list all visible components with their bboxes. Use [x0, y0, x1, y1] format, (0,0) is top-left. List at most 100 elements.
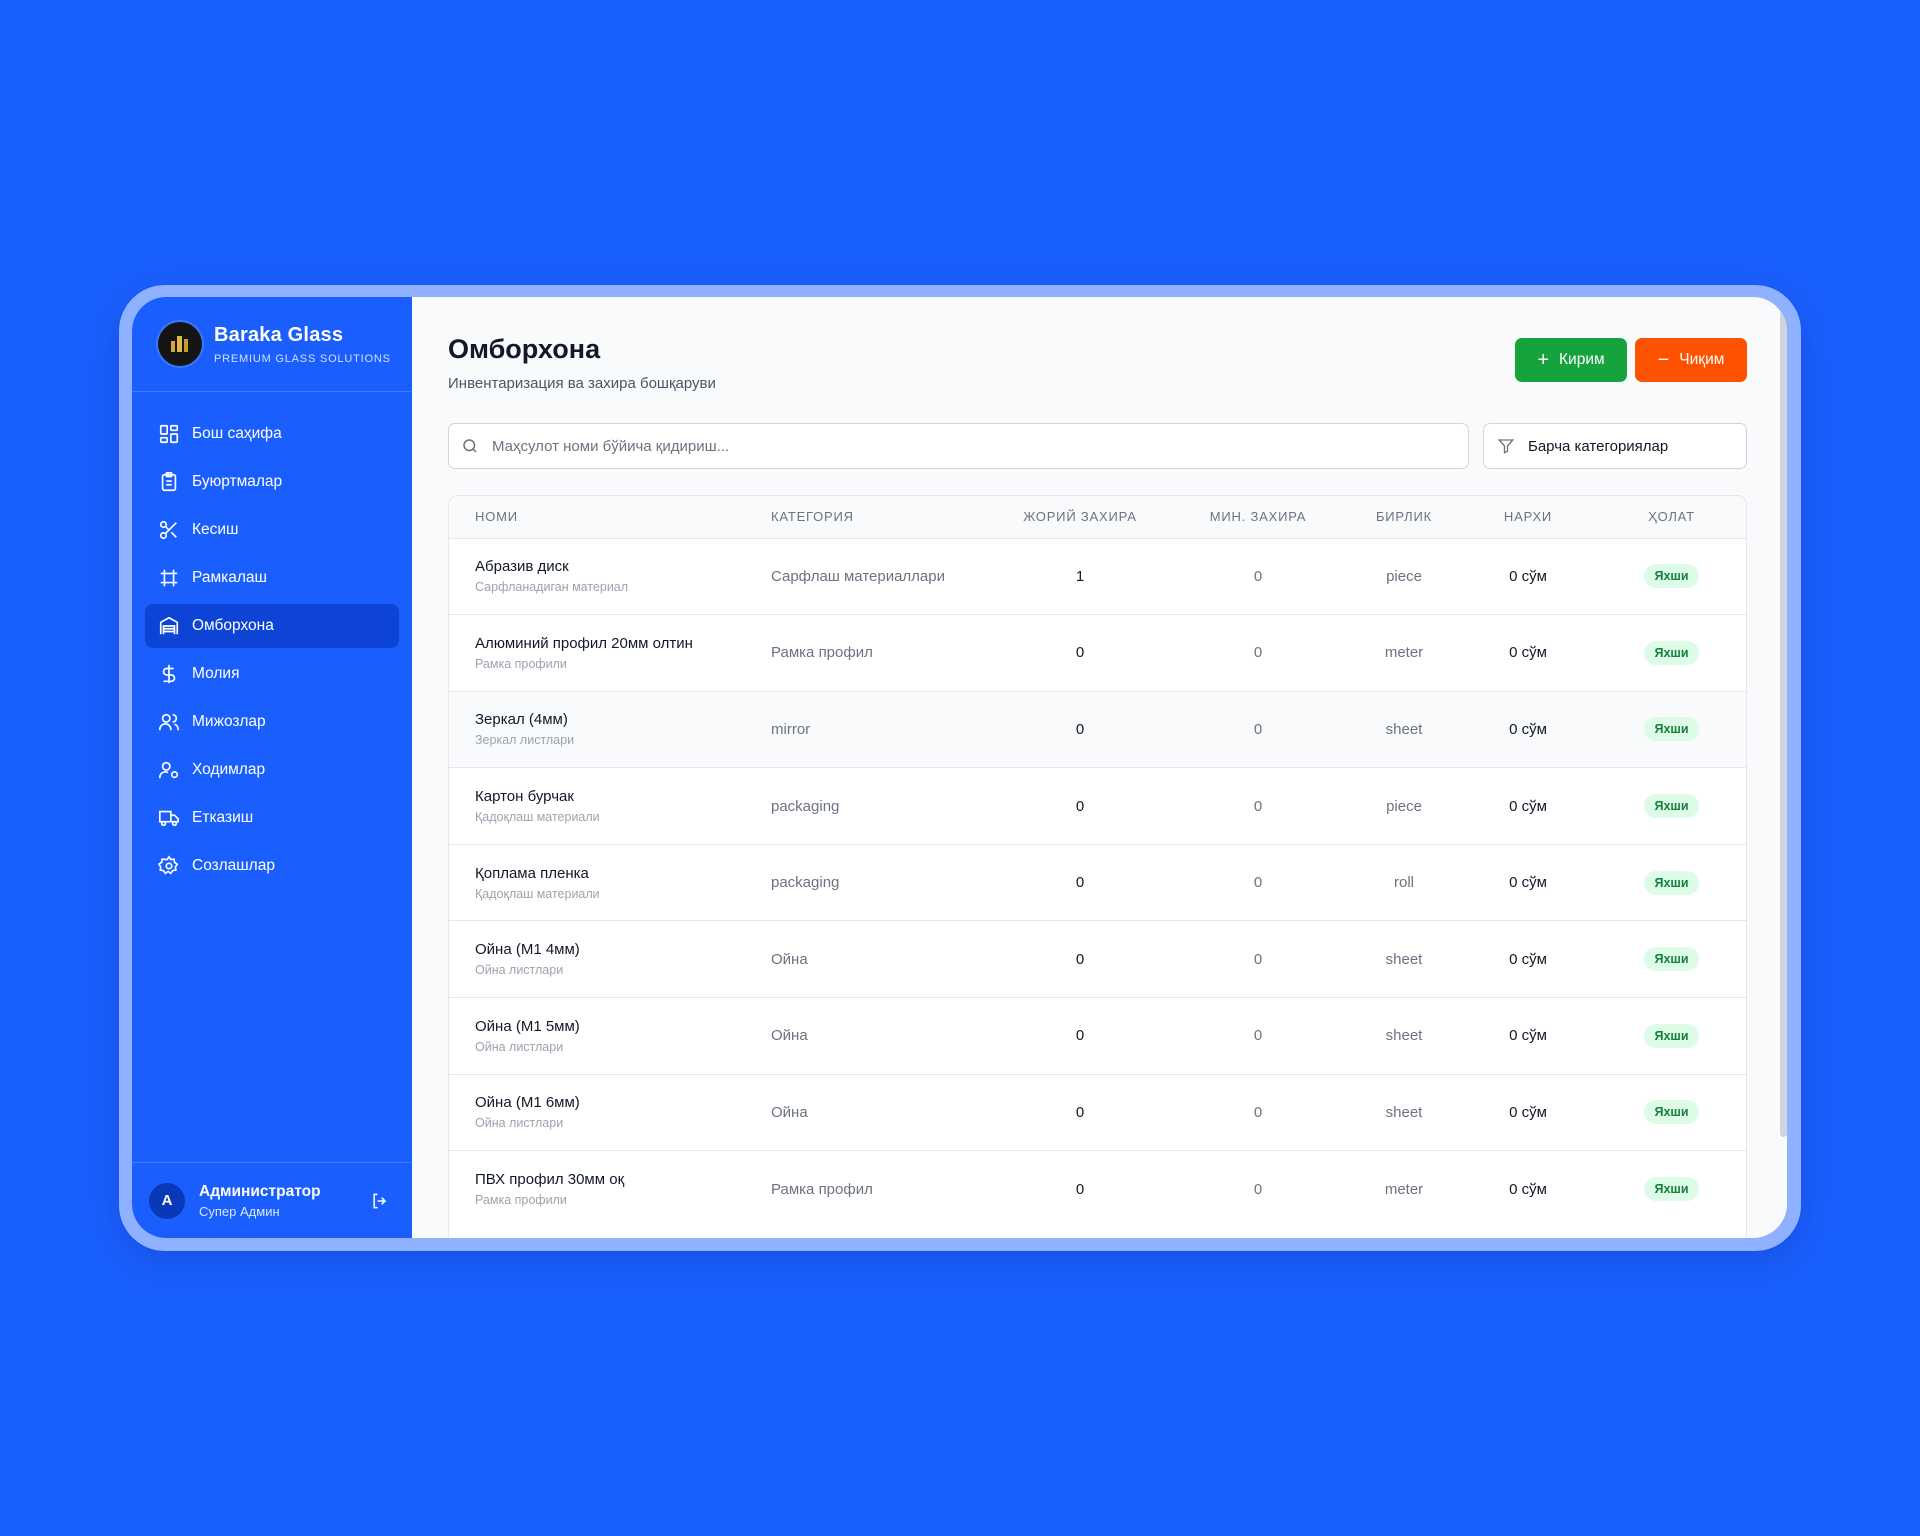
sidebar-item-settings[interactable]: Созлашлар [145, 844, 399, 888]
user-name: Администратор [199, 1182, 321, 1200]
column-header-status[interactable]: ҲОЛАТ [1648, 509, 1695, 525]
sidebar-item-employees[interactable]: Ходимлар [145, 748, 399, 792]
min-stock-cell: 0 [1253, 567, 1263, 585]
sidebar-item-cutting[interactable]: Кесиш [145, 508, 399, 552]
main-content: Омборхона Инвентаризация ва захира бошқа… [412, 297, 1787, 1238]
min-stock-cell: 0 [1253, 950, 1263, 968]
column-header-current-stock[interactable]: ЖОРИЙ ЗАХИРА [1023, 509, 1137, 525]
unit-cell: sheet [1385, 1103, 1423, 1121]
category-cell: mirror [771, 720, 811, 738]
stock-out-button[interactable]: − Чиқим [1635, 338, 1747, 382]
stock-in-label: Кирим [1559, 351, 1605, 368]
sidebar-item-warehouse[interactable]: Омборхона [145, 604, 399, 648]
category-cell: Сарфлаш материаллари [771, 567, 945, 585]
device-frame: Baraka Glass PREMIUM GLASS SOLUTIONS Бош… [119, 285, 1801, 1251]
price-cell: 0 сўм [1509, 797, 1547, 815]
min-stock-cell: 0 [1253, 720, 1263, 738]
sidebar-item-finance[interactable]: Молия [145, 652, 399, 696]
sidebar-item-label: Бош саҳифа [192, 425, 282, 442]
column-header-price[interactable]: НАРХИ [1503, 509, 1553, 525]
app-window: Baraka Glass PREMIUM GLASS SOLUTIONS Бош… [132, 297, 1787, 1238]
status-cell: Яхши [1597, 691, 1746, 768]
column-header-category[interactable]: КАТЕГОРИЯ [771, 509, 854, 525]
status-badge: Яхши [1644, 794, 1699, 819]
logout-icon[interactable] [370, 1191, 390, 1211]
sidebar-item-label: Ходимлар [192, 761, 266, 778]
sidebar-item-delivery[interactable]: Етказиш [145, 796, 399, 840]
plus-icon: + [1537, 349, 1550, 371]
category-cell: Ойна [771, 1027, 808, 1045]
current-stock-cell: 0 [1075, 950, 1085, 968]
table-row[interactable]: Абразив диск Сарфланадиган материал Сарфла… [449, 538, 1746, 615]
table-row[interactable]: Ойна (M1 4мм) Ойна листлари Ойна 0 0 sheet 0 с… [449, 920, 1746, 998]
sidebar-item-framing[interactable]: Рамкалаш [145, 556, 399, 600]
sidebar-item-label: Мижозлар [192, 713, 266, 730]
frame-icon [160, 569, 178, 587]
sidebar-item-label: Созлашлар [192, 857, 275, 874]
category-filter-value: Барча категориялар [1528, 437, 1669, 455]
column-header-unit[interactable]: БИРЛИК [1375, 509, 1433, 525]
product-name: ПВХ профил 30мм оқ [475, 1171, 625, 1189]
table-row[interactable]: Алюминий профил 20мм олтин Рамка профили Р… [449, 614, 1746, 692]
min-stock-cell: 0 [1253, 1103, 1263, 1121]
table-row[interactable]: Картон бурчак Қадоқлаш материали packaging… [449, 767, 1746, 845]
status-cell: Яхши [1597, 1151, 1746, 1228]
brand-title: Baraka Glass [214, 323, 344, 346]
status-cell: Яхши [1597, 998, 1746, 1075]
status-badge: Яхши [1644, 947, 1699, 972]
table-row[interactable]: ПВХ профил 30мм оқ Рамка профили Рамка про… [449, 1150, 1746, 1228]
dollar-icon [162, 664, 176, 684]
scrollbar[interactable] [1780, 297, 1787, 1137]
min-stock-cell: 0 [1253, 1027, 1263, 1045]
dashboard-icon [159, 424, 179, 444]
current-stock-cell: 0 [1075, 797, 1085, 815]
current-stock-cell: 0 [1075, 720, 1085, 738]
table-row[interactable]: Зеркал (4мм) Зеркал листлари mirror 0 0 sheet… [449, 691, 1746, 768]
product-cell: ПВХ профил 30мм оқ Рамка профили [449, 1151, 771, 1228]
category-filter-select[interactable]: Барча категориялар [1483, 423, 1747, 469]
product-name: Зеркал (4мм) [475, 711, 568, 729]
unit-cell: sheet [1385, 1027, 1423, 1045]
product-cell: Картон бурчак Қадоқлаш материали [449, 768, 771, 845]
table-row[interactable]: Ойна (M1 6мм) Ойна листлари Ойна 0 0 sheet 0 с… [449, 1074, 1746, 1151]
product-cell: Қоплама пленка Қадоқлаш материали [449, 844, 771, 921]
user-cog-icon [159, 761, 179, 779]
gear-icon [158, 855, 179, 875]
product-cell: Ойна (M1 5мм) Ойна листлари [449, 998, 771, 1075]
status-badge: Яхши [1644, 1177, 1699, 1202]
search-input[interactable] [492, 437, 1468, 455]
product-name: Абразив диск [475, 558, 569, 576]
min-stock-cell: 0 [1253, 874, 1263, 892]
scissors-icon [159, 520, 177, 540]
header-actions: + Кирим − Чиқим [1515, 338, 1747, 382]
product-name: Алюминий профил 20мм олтин [475, 634, 693, 652]
unit-cell: sheet [1385, 950, 1423, 968]
table-row[interactable]: Ойна (M1 5мм) Ойна листлари Ойна 0 0 sheet 0 с… [449, 997, 1746, 1075]
unit-cell: meter [1384, 1180, 1424, 1198]
sidebar-item-label: Буюртмалар [192, 473, 283, 490]
product-name: Ойна (M1 6мм) [475, 1094, 580, 1112]
sidebar-item-label: Етказиш [192, 809, 254, 826]
sidebar-item-orders[interactable]: Буюртмалар [145, 460, 399, 504]
product-name: Ойна (M1 4мм) [475, 941, 580, 959]
table-row[interactable]: Қоплама пленка Қадоқлаш материали packagin… [449, 844, 1746, 921]
stock-out-label: Чиқим [1679, 351, 1725, 368]
price-cell: 0 сўм [1509, 874, 1547, 892]
sidebar-nav: Бош саҳифа Буюртмалар Кесиш Рамкалаш Омб… [132, 392, 412, 1162]
column-header-name[interactable]: НОМИ [475, 509, 518, 525]
stock-in-button[interactable]: + Кирим [1515, 338, 1627, 382]
min-stock-cell: 0 [1253, 1180, 1263, 1198]
column-header-min-stock[interactable]: МИН. ЗАХИРА [1209, 509, 1307, 525]
sidebar-item-dashboard[interactable]: Бош саҳифа [145, 412, 399, 456]
unit-cell: meter [1384, 644, 1424, 662]
brand-logo [158, 322, 202, 366]
page-title: Омборхона [448, 334, 601, 364]
min-stock-cell: 0 [1253, 644, 1263, 662]
avatar: A [149, 1182, 185, 1219]
current-stock-cell: 1 [1075, 567, 1085, 585]
sidebar-item-label: Рамкалаш [192, 569, 267, 586]
truck-icon [159, 810, 179, 827]
minus-icon: − [1657, 349, 1670, 371]
brand: Baraka Glass PREMIUM GLASS SOLUTIONS [132, 297, 412, 392]
sidebar-item-clients[interactable]: Мижозлар [145, 700, 399, 744]
